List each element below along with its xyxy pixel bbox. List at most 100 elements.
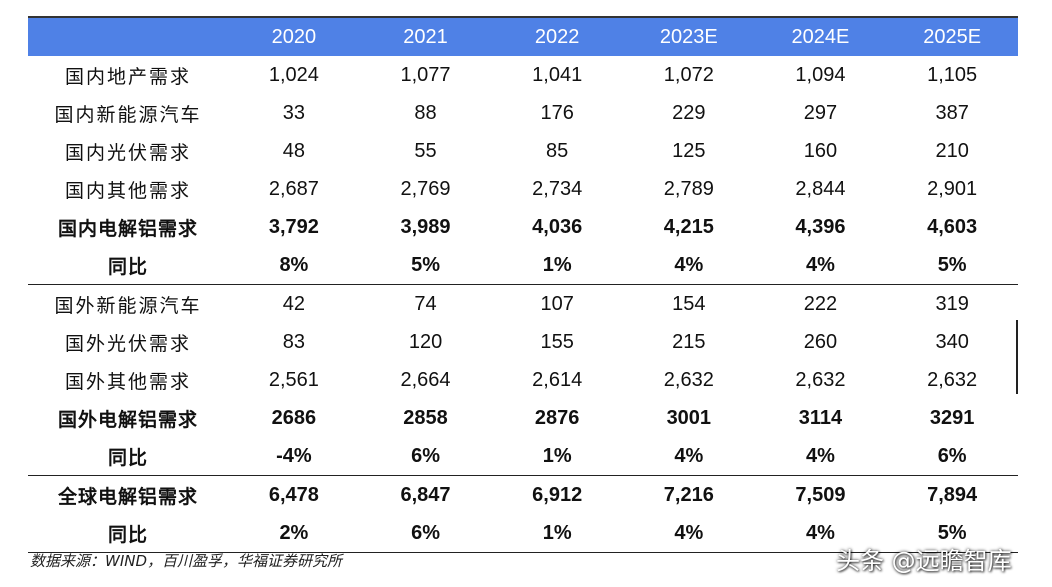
value-cell: 2,769 [400, 177, 451, 200]
row-label: 国外光伏需求 [65, 332, 192, 355]
value-cell: 1,105 [927, 63, 978, 86]
value-cell: 210 [935, 139, 969, 162]
value-cell: 4% [674, 444, 704, 467]
table-row: 同比 -4% 6% 1% 4% 4% 6% [28, 437, 1018, 476]
value-cell: 8% [279, 253, 309, 276]
value-cell: 2,561 [268, 368, 319, 391]
value-cell: 4,603 [927, 215, 978, 238]
value-cell: 4% [806, 444, 835, 467]
value-cell: 1,077 [400, 63, 451, 86]
value-cell: 2,901 [927, 177, 978, 200]
value-cell: 4,036 [532, 215, 583, 238]
value-cell: 1,041 [532, 63, 583, 86]
value-cell: 6% [411, 444, 440, 467]
value-cell: 2,687 [268, 177, 319, 200]
value-cell: 3,989 [400, 215, 451, 238]
row-label: 国外其他需求 [65, 370, 192, 393]
value-cell: 1% [542, 444, 572, 467]
value-cell: 319 [886, 284, 1018, 323]
value-cell: 125 [672, 139, 706, 162]
value-cell: 229 [672, 101, 706, 124]
value-cell: 2,632 [795, 368, 846, 391]
value-cell: 1,072 [663, 63, 714, 86]
watermark: 头条 @远瞻智库 [836, 547, 1012, 575]
header-cell-year: 2020 [228, 16, 360, 56]
value-cell: 2686 [271, 406, 317, 429]
value-cell: 155 [540, 330, 574, 353]
table-row: 国内光伏需求 48 55 85 125 160 210 [28, 132, 1018, 170]
row-label: 国内光伏需求 [65, 141, 192, 164]
value-cell: 1,094 [795, 63, 846, 86]
value-cell: 4% [806, 253, 835, 276]
table-row: 国内地产需求 1,024 1,077 1,041 1,072 1,094 1,105 [28, 56, 1018, 94]
value-cell: 107 [491, 284, 623, 323]
value-cell: 33 [282, 101, 306, 124]
value-cell: 3114 [798, 406, 843, 429]
table-row: 国外其他需求 2,561 2,664 2,614 2,632 2,632 2,632 [28, 361, 1018, 399]
value-cell: 42 [228, 284, 360, 323]
value-cell: 176 [540, 101, 574, 124]
value-cell: 83 [282, 330, 306, 353]
value-cell: 4,215 [663, 215, 714, 238]
row-label: 国内地产需求 [65, 65, 192, 88]
value-cell: 7,509 [754, 475, 887, 514]
data-table: 2020 2021 2022 2023E 2024E 2025E 国内地产需求 1… [28, 16, 1018, 553]
value-cell: 6% [937, 444, 967, 467]
table-row: 国外电解铝需求 2686 2858 2876 3001 3114 3291 [28, 399, 1018, 437]
row-label: 全球电解铝需求 [28, 475, 229, 514]
value-cell: 2,844 [795, 177, 846, 200]
value-cell: 7,216 [623, 475, 755, 514]
row-label: 国内其他需求 [65, 179, 192, 202]
table-row: 国内新能源汽车 33 88 176 229 297 387 [28, 94, 1018, 132]
value-cell: 85 [546, 139, 569, 162]
value-cell: 7,894 [886, 475, 1018, 514]
table-row: 国内其他需求 2,687 2,769 2,734 2,789 2,844 2,901 [28, 170, 1018, 208]
value-cell: 1% [542, 253, 572, 276]
value-cell: 160 [803, 139, 838, 162]
value-cell: -4% [276, 444, 312, 467]
value-cell: 387 [935, 101, 969, 124]
value-cell: 297 [803, 101, 838, 124]
value-cell: 2,789 [663, 177, 714, 200]
header-row: 2020 2021 2022 2023E 2024E 2025E [28, 16, 1018, 56]
row-label: 国外电解铝需求 [58, 408, 199, 431]
table-row: 国内电解铝需求 3,792 3,989 4,036 4,215 4,396 4,603 [28, 208, 1018, 246]
row-label: 同比 [28, 514, 229, 553]
row-label: 同比 [108, 446, 149, 469]
value-cell: 260 [803, 330, 838, 353]
value-cell: 3,792 [268, 215, 319, 238]
value-cell: 6,478 [228, 475, 360, 514]
table-row: 同比 8% 5% 1% 4% 4% 5% [28, 246, 1018, 285]
value-cell: 215 [672, 330, 706, 353]
value-cell: 5% [937, 253, 967, 276]
value-cell: 2,632 [663, 368, 714, 391]
value-cell: 74 [359, 284, 492, 323]
value-cell: 154 [623, 284, 755, 323]
value-cell: 120 [408, 330, 443, 353]
border-fragment [1016, 320, 1018, 394]
value-cell: 3001 [666, 406, 712, 429]
table-row: 同比 2% 6% 1% 4% 4% 5% [28, 514, 1018, 553]
header-cell-year: 2022 [491, 16, 623, 56]
table-row: 全球电解铝需求 6,478 6,847 6,912 7,216 7,509 7,894 [28, 475, 1018, 514]
value-cell: 1,024 [268, 63, 319, 86]
value-cell: 6% [359, 514, 492, 553]
value-cell: 5% [886, 514, 1018, 553]
value-cell: 2876 [534, 406, 580, 429]
value-cell: 4% [674, 253, 704, 276]
value-cell: 2,734 [532, 177, 583, 200]
value-cell: 2,664 [400, 368, 451, 391]
value-cell: 88 [414, 101, 437, 124]
value-cell: 48 [282, 139, 306, 162]
value-cell: 2858 [403, 406, 448, 429]
table-row: 国外新能源汽车 42 74 107 154 222 319 [28, 284, 1018, 323]
header-cell-label [28, 16, 229, 56]
source-note: 数据来源：WIND，百川盈孚，华福证券研究所 [30, 552, 343, 570]
header-cell-year: 2024E [754, 16, 887, 56]
value-cell: 222 [754, 284, 887, 323]
value-cell: 1% [491, 514, 623, 553]
value-cell: 2,614 [532, 368, 583, 391]
value-cell: 340 [935, 330, 969, 353]
value-cell: 2% [228, 514, 360, 553]
